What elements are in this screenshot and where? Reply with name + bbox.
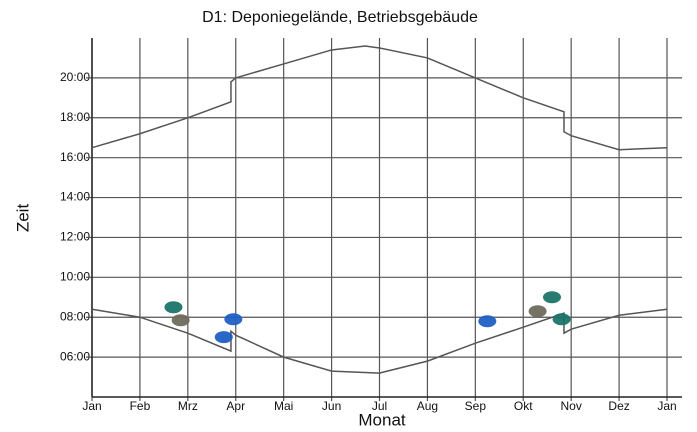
x-tick-label: Jun bbox=[322, 399, 341, 413]
shadow-point bbox=[164, 301, 183, 314]
shadow-point bbox=[214, 331, 233, 344]
x-tick-label: Feb bbox=[130, 399, 151, 413]
shadow-point bbox=[528, 305, 547, 318]
y-tick-label: 10:00 bbox=[60, 270, 90, 284]
x-axis-title: Monat bbox=[358, 410, 406, 429]
shadow-point bbox=[552, 313, 571, 326]
x-tick-label: Apr bbox=[226, 399, 245, 413]
x-tick-label: Nov bbox=[560, 399, 581, 413]
y-tick-label: 18:00 bbox=[60, 110, 90, 124]
x-tick-label: Jan bbox=[82, 399, 101, 413]
x-tick-label: Mrz bbox=[178, 399, 198, 413]
chart-title: D1: Deponiegelände, Betriebsgebäude bbox=[202, 9, 478, 26]
y-tick-label: 08:00 bbox=[60, 309, 90, 323]
y-tick-label: 14:00 bbox=[60, 190, 90, 204]
x-tick-label: Jan bbox=[657, 399, 676, 413]
x-tick-label: Mai bbox=[274, 399, 293, 413]
x-tick-label: Dez bbox=[608, 399, 629, 413]
shadow-point bbox=[543, 291, 561, 304]
y-tick-label: 12:00 bbox=[60, 230, 90, 244]
shadow-point bbox=[478, 315, 497, 328]
line bbox=[91, 45, 668, 151]
y-tick-label: 16:00 bbox=[60, 150, 90, 164]
y-tick-label: 06:00 bbox=[60, 349, 90, 363]
shadow-point bbox=[171, 314, 190, 327]
line bbox=[91, 308, 668, 374]
shadow-point bbox=[224, 313, 243, 326]
y-axis-title: Zeit bbox=[13, 204, 32, 233]
y-tick-label: 20:00 bbox=[60, 70, 90, 84]
x-tick-label: Okt bbox=[514, 399, 533, 413]
x-tick-label: Aug bbox=[417, 399, 438, 413]
x-tick-label: Sep bbox=[465, 399, 487, 413]
x-tick-label: Jul bbox=[372, 399, 387, 413]
